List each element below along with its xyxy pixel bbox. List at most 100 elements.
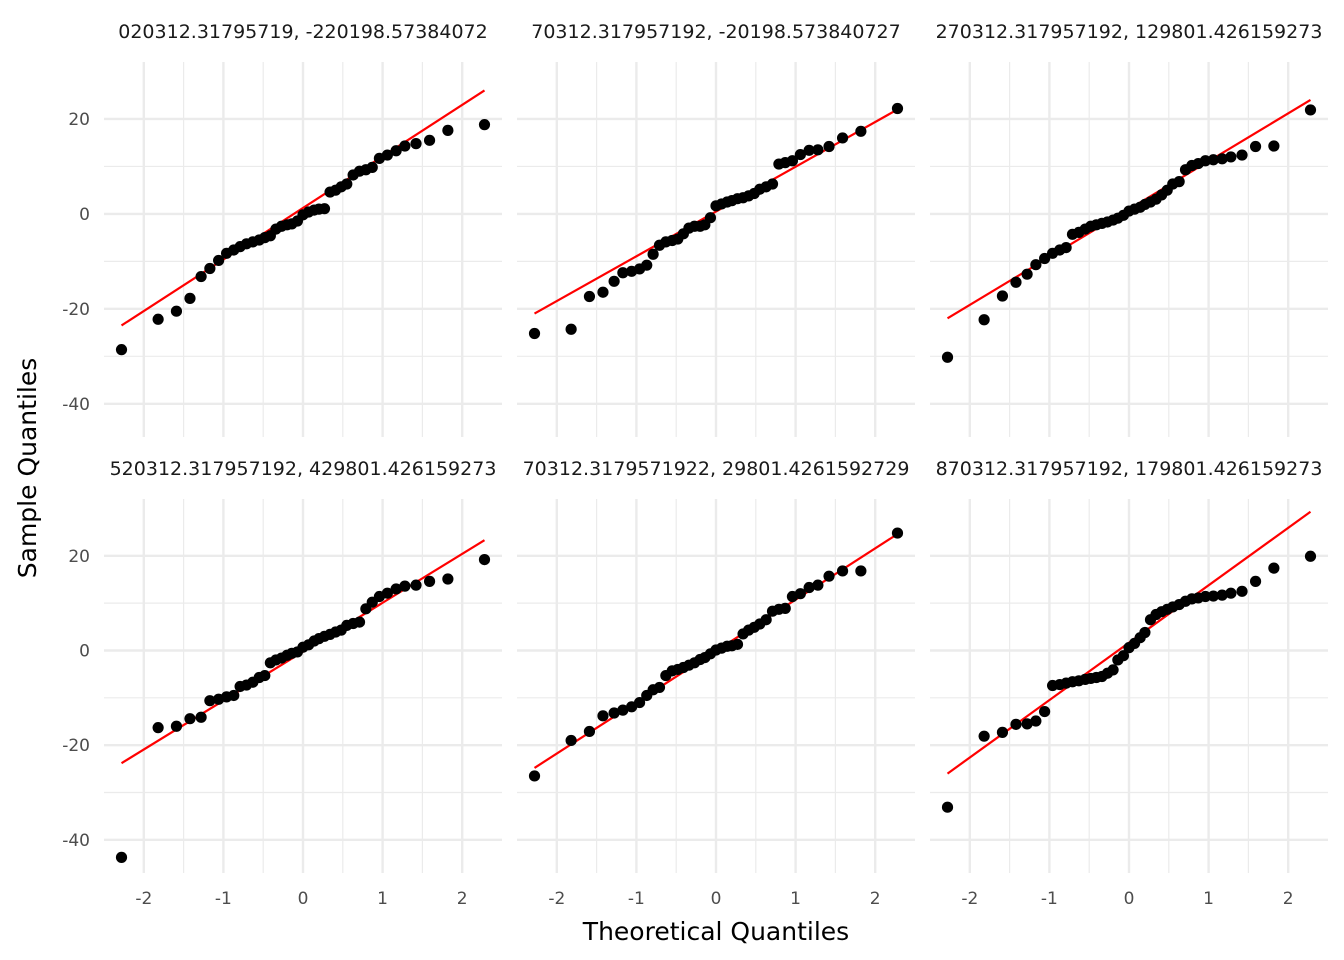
data-point (1207, 154, 1219, 166)
panel-title: 020312.31795719, -220198.57384072 (118, 21, 488, 43)
data-points (115, 553, 491, 863)
data-point (836, 132, 849, 144)
data-point (891, 527, 904, 539)
data-point (653, 681, 666, 694)
data-point (366, 161, 378, 173)
panel-title: 70312.317957192, -20198.573840727 (531, 21, 901, 43)
data-point (1030, 259, 1042, 271)
x-tick-label: -2 (548, 889, 565, 909)
data-point (812, 579, 824, 591)
data-point (318, 203, 331, 215)
y-tick-label: -40 (62, 395, 90, 415)
data-point (941, 801, 954, 813)
data-point (766, 178, 779, 190)
data-point (1030, 715, 1042, 727)
data-point (1249, 140, 1262, 153)
y-tick-label: 20 (68, 547, 90, 567)
data-point (836, 565, 849, 577)
x-tick-label: -2 (135, 889, 152, 909)
data-point (996, 290, 1009, 302)
data-points (941, 550, 1317, 813)
data-point (1010, 276, 1022, 288)
data-point (399, 140, 411, 152)
data-point (353, 616, 366, 628)
data-point (170, 720, 183, 732)
data-point (608, 275, 620, 287)
data-point (381, 149, 393, 161)
data-point (1173, 176, 1185, 188)
data-point (213, 254, 225, 267)
data-point (941, 351, 954, 363)
data-point (1304, 550, 1317, 562)
data-point (478, 119, 491, 131)
data-point (152, 722, 164, 734)
panel-title: 270312.317957192, 129801.426159273 (936, 21, 1323, 43)
data-point (597, 286, 609, 298)
data-point (760, 614, 772, 626)
panel-1: 020312.31795719, -220198.57384072 -40 -20 0… (62, 21, 502, 437)
data-point (731, 638, 744, 650)
data-point (633, 696, 646, 709)
data-point (704, 212, 717, 224)
data-point (1236, 149, 1248, 161)
y-tick-label: -20 (62, 736, 90, 756)
y-tick-label: 20 (68, 110, 90, 130)
data-point (565, 323, 577, 335)
x-tick-label: 0 (711, 889, 722, 909)
panel-grid (517, 499, 915, 873)
panel-3: 270312.317957192, 129801.426159273 (930, 21, 1328, 437)
data-point (204, 262, 216, 275)
data-point (115, 851, 128, 863)
data-point (259, 669, 271, 682)
data-point (410, 138, 422, 150)
data-point (1039, 705, 1051, 718)
data-point (1268, 562, 1280, 574)
data-point (1139, 626, 1151, 639)
reference-line (120, 89, 486, 327)
data-point (390, 583, 402, 595)
data-point (399, 580, 411, 592)
data-point (1236, 585, 1248, 597)
data-point (115, 344, 128, 356)
data-point (1021, 718, 1033, 730)
data-point (565, 734, 577, 747)
panel-2: 70312.317957192, -20198.573840727 (517, 21, 915, 437)
data-point (442, 124, 454, 136)
data-point (803, 144, 815, 156)
data-point (442, 573, 454, 585)
y-tick-label: 0 (79, 205, 90, 225)
data-point (1039, 252, 1051, 265)
data-points (528, 527, 904, 782)
data-point (996, 726, 1009, 738)
data-point (779, 602, 791, 614)
panel-title: 870312.317957192, 179801.426159273 (936, 458, 1323, 480)
data-point (195, 711, 207, 723)
data-point (1107, 664, 1119, 676)
panel-4: 520312.317957192, 429801.426159273-40-20… (62, 458, 502, 909)
data-point (478, 553, 491, 566)
data-point (597, 710, 609, 722)
data-point (617, 704, 629, 716)
data-point (803, 581, 815, 594)
x-tick-label: 0 (298, 889, 309, 909)
data-point (1117, 650, 1130, 662)
data-point (583, 725, 596, 738)
data-point (1199, 590, 1212, 603)
reference-line (533, 108, 899, 315)
data-point (978, 730, 990, 742)
y-tick-label: 0 (79, 641, 90, 661)
data-point (341, 178, 353, 190)
data-point (812, 144, 824, 156)
panel-grid (104, 499, 502, 873)
data-point (1225, 151, 1237, 163)
data-point (152, 313, 164, 325)
data-point (390, 145, 402, 157)
data-point (528, 327, 541, 340)
data-point (1225, 587, 1237, 599)
data-point (1216, 153, 1228, 165)
data-point (1060, 242, 1072, 254)
x-tick-label: 1 (1203, 889, 1214, 909)
data-point (583, 290, 596, 303)
data-point (423, 575, 436, 587)
x-tick-label: 2 (870, 889, 881, 909)
